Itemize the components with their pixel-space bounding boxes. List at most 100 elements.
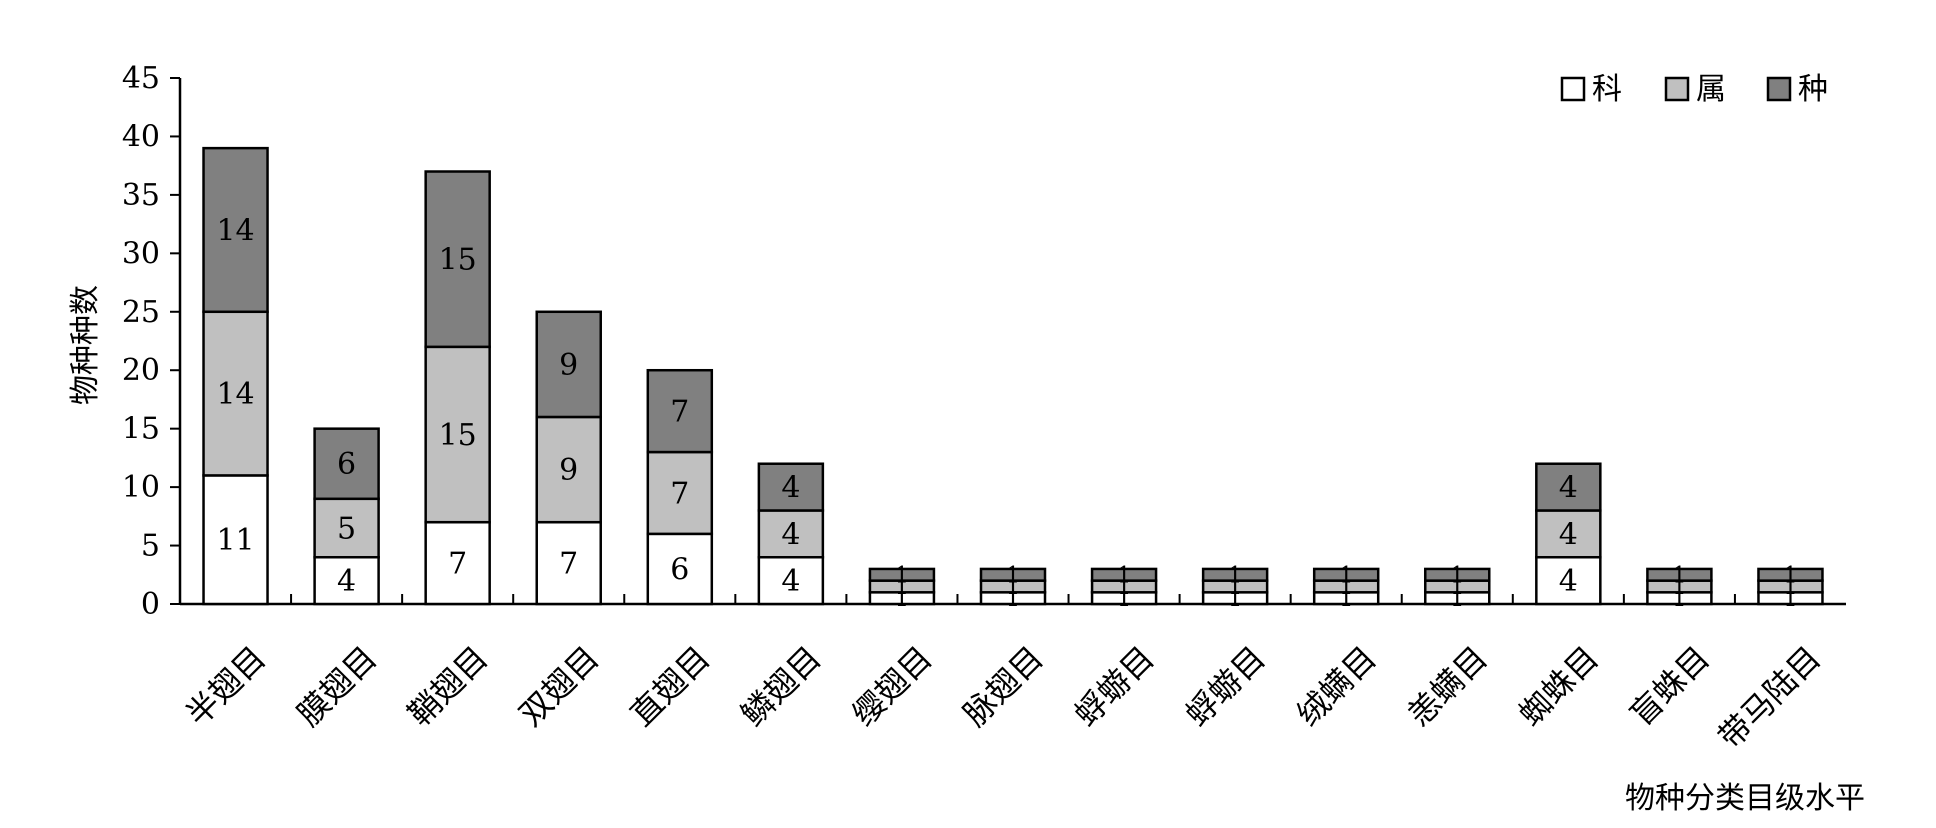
bar-segment: [757, 462, 825, 512]
bar-segment: [646, 450, 714, 536]
legend-item: 科: [1560, 72, 1622, 107]
bar-stack: 7 9 9: [535, 310, 602, 606]
x-category-label: 双翅目: [512, 639, 607, 734]
bar-value-label: 9: [559, 453, 578, 488]
bars: 1114144567151579967744411111111111111111…: [202, 146, 1824, 612]
bar-value-label: 6: [670, 552, 689, 587]
x-category-label: 直翅目: [623, 639, 718, 734]
bar-stack: 111: [1312, 563, 1380, 612]
x-category-label: 鞘翅目: [401, 639, 496, 734]
legend-item: 种: [1766, 72, 1828, 107]
bar-segment: [1090, 567, 1158, 582]
bar-segment: [535, 520, 602, 606]
bar-value-label: 1: [1783, 563, 1797, 588]
bar-segment: [1535, 462, 1602, 512]
bar-value-label: 7: [448, 547, 467, 582]
y-tick-label: 45: [122, 61, 160, 96]
y-tick-label: 5: [141, 529, 160, 564]
bar-segment: [202, 310, 269, 477]
bar-stack: 111: [979, 563, 1047, 612]
x-axis: 半翅目 膜翅目 鞘翅目 双翅目 直翅目 鳞翅目 缨翅目 脉翅目 蜉蝣目 蜉蝣目 绒螨目 恙螨目 蜘蛛目盲…: [178, 594, 1865, 816]
bar-value-label: 1: [1450, 563, 1464, 588]
x-category-label: 绒螨目: [1289, 639, 1384, 734]
bar-segment: [646, 532, 714, 606]
x-category-label: 缨翅目: [845, 639, 940, 734]
bar-segment: [1646, 567, 1713, 582]
bar-stack: 4 4 4: [757, 462, 825, 606]
bar-segment: [424, 520, 491, 606]
y-tick-label: 20: [122, 353, 160, 388]
bar-stack: 11 14 14: [202, 146, 269, 606]
legend-label: 种: [1798, 72, 1828, 107]
bar-stack: 6 7 7: [646, 368, 714, 606]
y-tick-label: 35: [122, 178, 160, 213]
bar-stack: 111: [1090, 563, 1158, 612]
bar-segment: [535, 310, 602, 419]
bar-value-label: 14: [216, 213, 254, 248]
bar-value-label: 5: [337, 512, 356, 547]
legend: 科属种: [1560, 72, 1828, 107]
bar-segment: [979, 567, 1047, 582]
bar-segment: [424, 170, 491, 349]
bar-value-label: 1: [1228, 563, 1242, 588]
bar-stack: 111: [1201, 563, 1269, 612]
x-category-label: 盲蛛目: [1622, 639, 1717, 734]
bar-segment: [1312, 567, 1380, 582]
y-axis-label: 物种种数: [68, 285, 103, 405]
bar-segment: [313, 497, 380, 559]
x-ticks: [290, 594, 1736, 604]
y-tick-label: 10: [122, 470, 160, 505]
y-tick-label: 25: [122, 295, 160, 330]
bar-value-label: 15: [439, 243, 477, 278]
bar-value-label: 4: [781, 564, 800, 599]
bar-value-label: 4: [1559, 517, 1578, 552]
y-tick-label: 0: [141, 587, 160, 622]
bar-stack: 111: [1646, 563, 1713, 612]
x-category-label: 膜翅目: [289, 639, 384, 734]
bar-value-label: 4: [1559, 564, 1578, 599]
y-axis: 0 5 10 15 20 25 30 35 40 45 物种种数: [68, 61, 182, 622]
x-category-label: 恙螨目: [1400, 639, 1495, 734]
legend-swatch: [1664, 76, 1690, 102]
bar-segment: [646, 368, 714, 454]
bar-value-label: 9: [559, 348, 578, 383]
bar-segment: [313, 427, 380, 501]
bar-stack: 4 5 6: [313, 427, 380, 606]
bar-value-label: 4: [781, 471, 800, 506]
x-category-label: 脉翅目: [956, 639, 1051, 734]
legend-label: 属: [1696, 72, 1726, 107]
bar-segment: [868, 567, 936, 582]
y-tick-label: 15: [122, 412, 160, 447]
y-ticks: 0 5 10 15 20 25 30 35 40 45: [122, 61, 180, 622]
bar-value-label: 1: [895, 563, 909, 588]
bar-segment: [202, 474, 269, 606]
bar-value-label: 1: [1672, 563, 1686, 588]
bar-segment: [1535, 555, 1602, 606]
bar-stack: 111: [1757, 563, 1824, 612]
x-category-label: 蜉蝣目: [1067, 639, 1162, 734]
legend-swatch: [1560, 76, 1586, 102]
bar-segment: [535, 415, 602, 524]
bar-stack: 111: [1424, 563, 1491, 612]
bar-segment: [313, 555, 380, 606]
bar-value-label: 4: [1559, 471, 1578, 506]
bar-stack: 111: [868, 563, 936, 612]
x-labels: 半翅目 膜翅目 鞘翅目 双翅目 直翅目 鳞翅目 缨翅目 脉翅目 蜉蝣目 蜉蝣目 绒螨目 恙螨目 蜘蛛目盲…: [178, 639, 1828, 756]
bar-value-label: 7: [559, 547, 578, 582]
x-category-label: 带马陆目: [1711, 639, 1828, 756]
bar-value-label: 6: [337, 447, 356, 482]
bar-value-label: 1: [1339, 563, 1353, 588]
bar-segment: [1201, 567, 1269, 582]
y-tick-label: 30: [122, 236, 160, 271]
x-category-label: 蜉蝣目: [1178, 639, 1273, 734]
bar-segment: [202, 146, 269, 314]
x-axis-label: 物种分类目级水平: [1625, 781, 1865, 816]
bar-value-label: 1: [1006, 563, 1020, 588]
bar-stack: 4 4 4: [1535, 462, 1602, 606]
legend-swatch: [1766, 76, 1792, 102]
bar-value-label: 4: [337, 564, 356, 599]
bar-value-label: 4: [781, 517, 800, 552]
bar-value-label: 15: [439, 418, 477, 453]
legend-item: 属: [1664, 72, 1726, 107]
legend-label: 科: [1592, 72, 1622, 107]
